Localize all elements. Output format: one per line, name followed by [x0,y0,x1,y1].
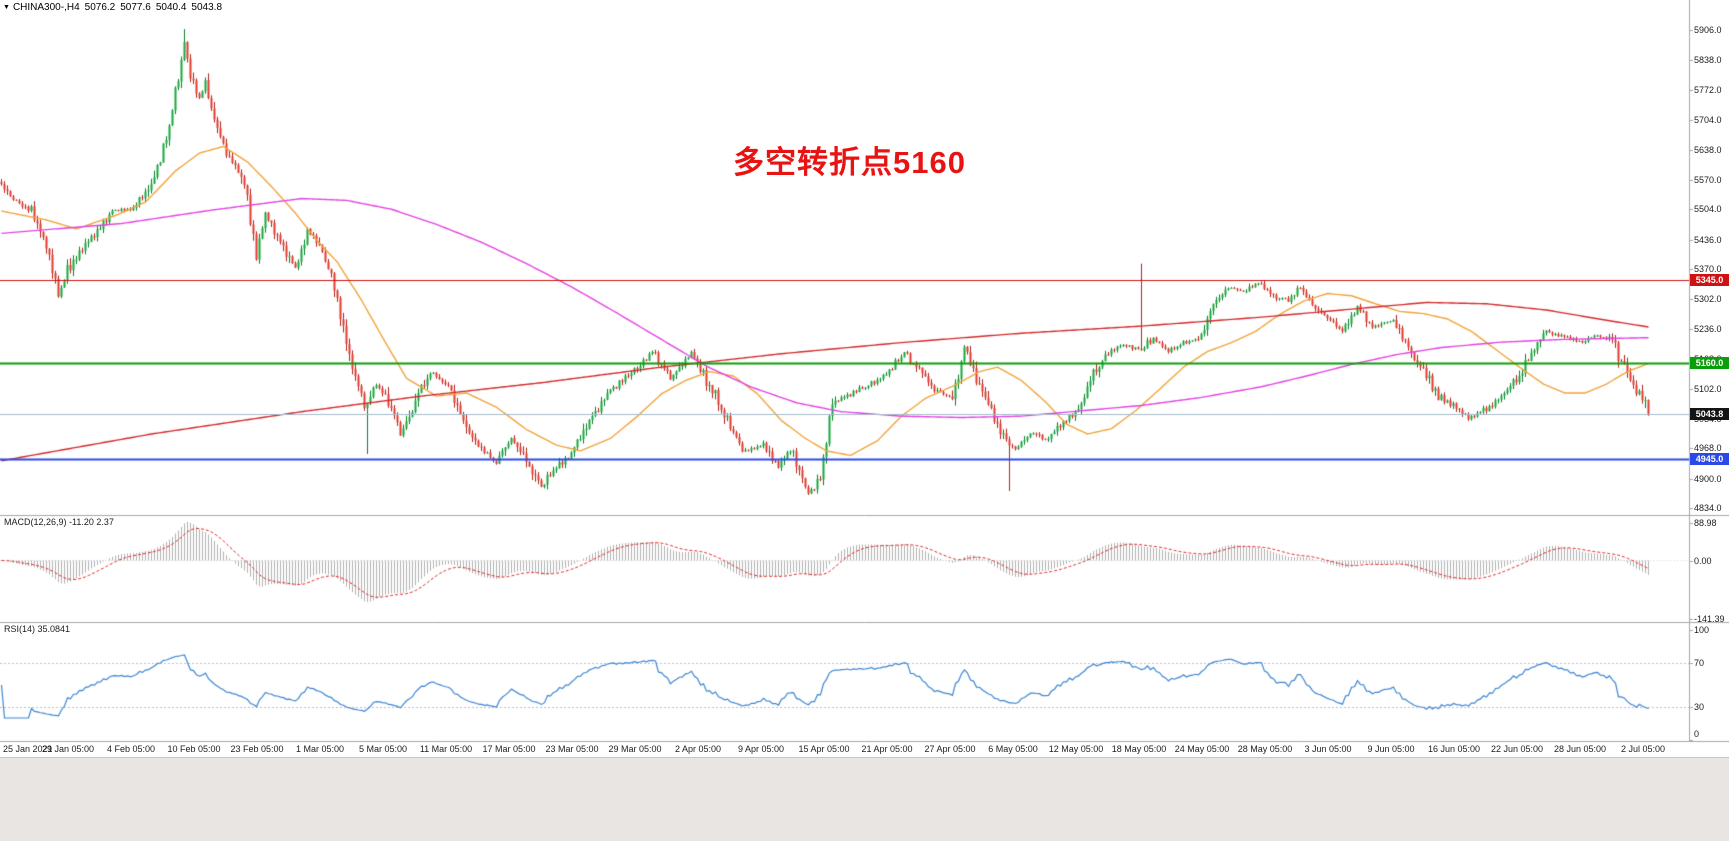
window-footer [0,757,1729,841]
time-axis-label: 2 Apr 05:00 [674,744,722,754]
time-axis-label: 5 Mar 05:00 [358,744,408,754]
price-axis-label: 5570.0 [1694,174,1722,185]
macd-scale-label: -141.39 [1694,614,1725,625]
symbol-collapse-icon[interactable]: ▼ [3,4,10,11]
chart-canvas[interactable] [0,0,1729,756]
price-axis-label: 5906.0 [1694,25,1722,35]
price-annotation[interactable]: 多空转折点5160 [733,145,966,180]
rsi-scale-label: 0 [1694,729,1700,739]
price-axis-label: 4900.0 [1694,473,1722,484]
price-level-badge: 5160.0 [1690,356,1729,369]
time-axis-label: 28 May 05:00 [1237,744,1293,754]
axis-labels-overlay: 5906.0 5838.0 5772.0 5704.0 5638.0 5570.0 5504… [3,25,1729,754]
time-axis-label: 12 May 05:00 [1048,744,1104,754]
ohlc-low: 5040.4 [155,2,187,13]
time-axis-label: 24 May 05:00 [1174,744,1230,754]
time-axis-label: 18 May 05:00 [1111,744,1167,754]
price-axis-label: 5436.0 [1694,234,1722,245]
time-axis-label: 21 Apr 05:00 [861,744,913,754]
price-axis-label: 5102.0 [1694,383,1722,394]
time-axis-label: 15 Apr 05:00 [798,744,850,754]
time-axis-label: 9 Jun 05:00 [1367,744,1415,754]
time-axis-label: 6 May 05:00 [988,744,1038,754]
time-axis-label: 23 Feb 05:00 [230,744,284,754]
price-axis-label: 5704.0 [1694,115,1722,126]
macd-indicator-label: MACD(12,26,9) -11.20 2.37 [4,517,114,527]
rsi-scale-label: 100 [1694,625,1710,635]
price-axis-label: 4968.0 [1694,443,1722,454]
ohlc-high: 5077.6 [120,2,151,13]
price-axis-label: 5236.0 [1694,323,1722,334]
rsi-scale-label: 70 [1694,658,1705,668]
price-axis-label: 5370.0 [1694,264,1722,274]
time-axis-label: 10 Feb 05:00 [167,744,221,754]
price-axis-label: 5838.0 [1694,55,1722,66]
time-axis-label: 16 Jun 05:00 [1427,744,1481,754]
rsi-indicator-label: RSI(14) 35.0841 [4,624,71,634]
time-axis-label: 9 Apr 05:00 [737,744,785,754]
price-axis-label: 5302.0 [1694,294,1722,305]
chart-header: ▼ CHINA300-,H4 5076.2 5077.6 5040.4 5043.8 [3,2,227,13]
time-axis-label: 23 Mar 05:00 [545,744,599,754]
time-axis-label: 28 Jun 05:00 [1553,744,1607,754]
price-level-badge: 5345.0 [1690,274,1729,287]
ohlc-open: 5076.2 [84,2,116,13]
price-axis-label: 5772.0 [1694,84,1722,95]
time-axis-label: 1 Mar 05:00 [295,744,345,754]
symbol-timeframe-label: CHINA300-,H4 [12,2,80,13]
time-axis-label: 3 Jun 05:00 [1304,744,1352,754]
time-axis-label: 17 Mar 05:00 [482,744,536,754]
price-axis-label: 5504.0 [1694,204,1722,215]
macd-scale-label: 88.98 [1694,518,1717,529]
time-axis-label: 22 Jun 05:00 [1490,744,1544,754]
macd-scale-label: 0.00 [1694,555,1712,566]
ohlc-close: 5043.8 [191,2,223,13]
price-level-badge: 4945.0 [1690,452,1729,465]
price-axis-label: 4834.0 [1694,503,1722,513]
time-axis-label: 11 Mar 05:00 [419,744,473,754]
time-axis-label: 27 Apr 05:00 [924,744,976,754]
time-axis-label: 25 Jan 2021 [3,744,53,754]
time-axis-label: 29 Mar 05:00 [608,744,662,754]
time-axis-label: 4 Feb 05:00 [106,744,156,754]
price-axis-label: 5638.0 [1694,144,1722,155]
price-level-badge: 5043.8 [1690,408,1729,421]
time-axis-label: 2 Jul 05:00 [1620,744,1666,754]
time-axis-label: 29 Jan 05:00 [41,744,95,754]
rsi-scale-label: 30 [1694,702,1705,712]
